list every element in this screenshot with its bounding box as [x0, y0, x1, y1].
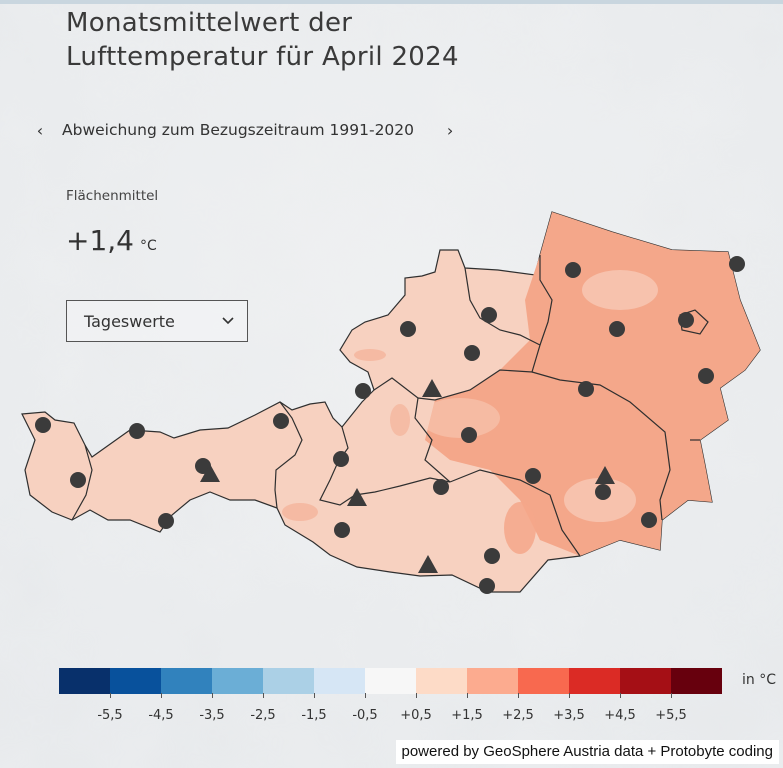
legend-swatch	[671, 668, 722, 694]
legend-tick	[467, 693, 468, 698]
area-mean-unit: °C	[140, 238, 157, 254]
legend-tick-label: -5,5	[97, 708, 123, 723]
legend-tick-label: +0,5	[400, 708, 432, 723]
reference-period-label: Abweichung zum Bezugszeitraum 1991-2020	[62, 121, 415, 139]
legend-tick	[212, 693, 213, 698]
legend-tick	[518, 693, 519, 698]
legend-tick-label: +4,5	[604, 708, 636, 723]
credit-label: powered by GeoSphere Austria data + Prot…	[395, 740, 779, 764]
legend-tick-label: -4,5	[148, 708, 174, 723]
legend-tick	[263, 693, 264, 698]
legend-swatch	[467, 668, 518, 694]
austria-map	[21, 211, 761, 593]
legend-swatch	[161, 668, 212, 694]
legend-tick-label: -1,5	[301, 708, 327, 723]
area-mean-number: +1,4	[66, 224, 134, 257]
legend-tick	[620, 693, 621, 698]
legend-tick-label: -2,5	[250, 708, 276, 723]
legend-swatch	[314, 668, 365, 694]
legend-swatch	[59, 668, 110, 694]
legend-swatch	[416, 668, 467, 694]
time-resolution-select[interactable]: Tageswerte	[66, 300, 248, 342]
state-borders	[71, 255, 709, 557]
legend-tick-label: -3,5	[199, 708, 225, 723]
legend-tick-label: +3,5	[553, 708, 585, 723]
reference-period-nav: ‹ Abweichung zum Bezugszeitraum 1991-202…	[30, 118, 460, 142]
legend-swatch	[212, 668, 263, 694]
chevron-down-icon	[222, 317, 234, 325]
legend-tick-label: -0,5	[352, 708, 378, 723]
title-line-1: Monatsmittelwert der	[66, 8, 353, 38]
legend-swatch	[365, 668, 416, 694]
chevron-right-icon[interactable]: ›	[446, 120, 454, 140]
legend-tick	[161, 693, 162, 698]
legend-tick	[569, 693, 570, 698]
area-mean-label: Flächenmittel	[66, 188, 159, 204]
page-title: Monatsmittelwert der Lufttemperatur für …	[66, 6, 459, 74]
legend-swatch	[263, 668, 314, 694]
legend-swatch	[620, 668, 671, 694]
legend-tick	[416, 693, 417, 698]
legend-swatch	[110, 668, 161, 694]
legend-tick	[365, 693, 366, 698]
legend-tick-label: +1,5	[451, 708, 483, 723]
select-value: Tageswerte	[84, 311, 175, 331]
legend-tick	[671, 693, 672, 698]
chevron-left-icon[interactable]: ‹	[36, 120, 44, 140]
legend-swatch	[518, 668, 569, 694]
legend-tick-label: +2,5	[502, 708, 534, 723]
legend-tick	[110, 693, 111, 698]
legend-unit: in °C	[742, 672, 776, 688]
legend-swatch	[569, 668, 620, 694]
top-bar	[0, 0, 783, 4]
area-mean-value: +1,4 °C	[66, 224, 157, 257]
title-line-2: Lufttemperatur für April 2024	[66, 42, 459, 72]
color-legend	[59, 668, 722, 694]
legend-tick	[314, 693, 315, 698]
legend-tick-label: +5,5	[655, 708, 687, 723]
